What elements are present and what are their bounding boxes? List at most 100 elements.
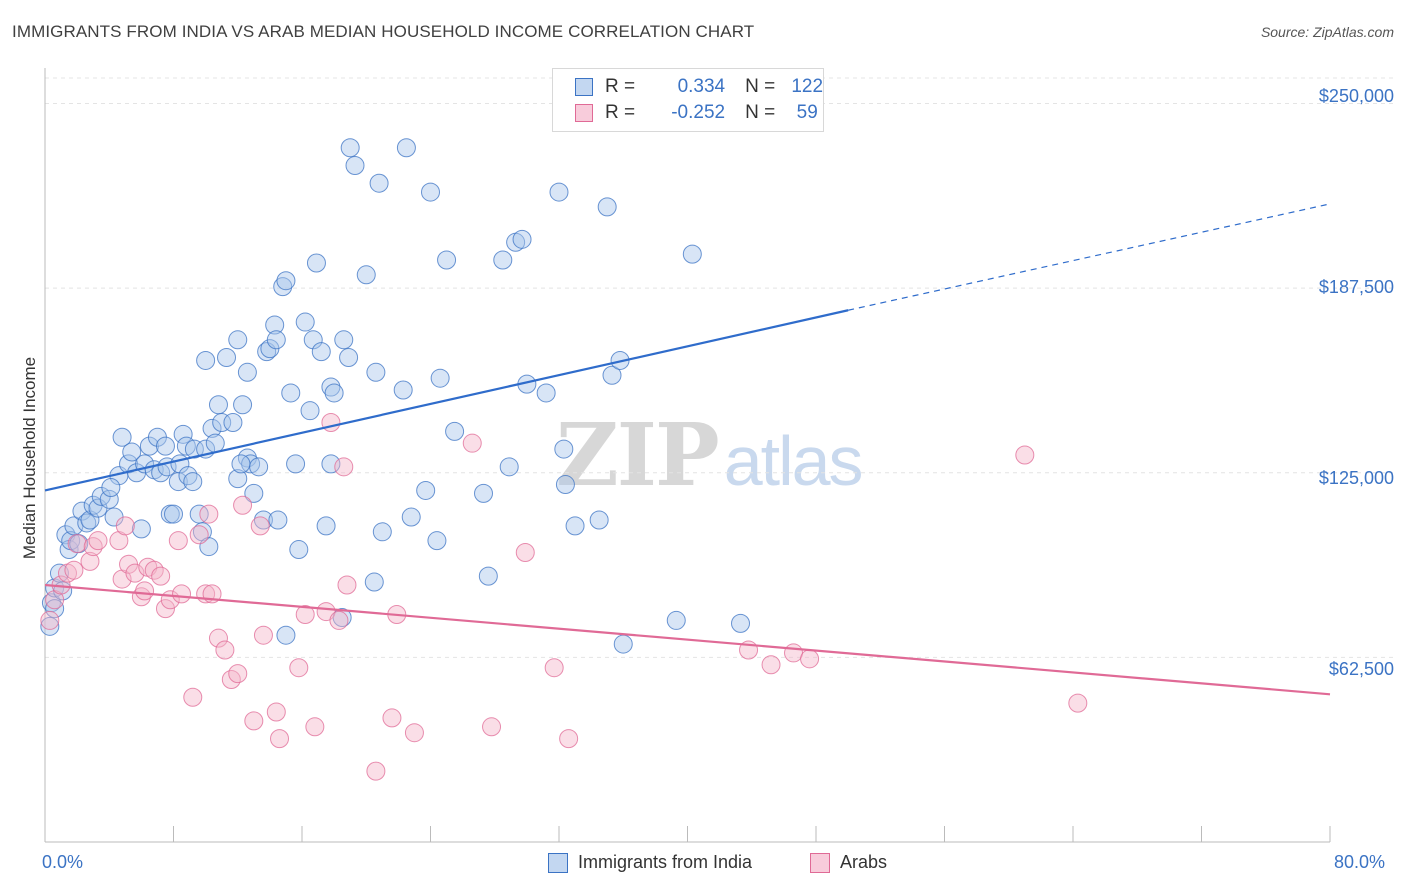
india-legend-swatch — [548, 852, 568, 873]
india-point — [311, 342, 331, 362]
arab-point — [88, 531, 108, 551]
arab-point — [1015, 445, 1035, 465]
arab-point — [382, 708, 402, 728]
india-point — [356, 265, 376, 285]
arab-point — [80, 551, 100, 571]
india-point — [281, 383, 301, 403]
arab-point — [253, 625, 273, 645]
arab-point — [366, 761, 386, 781]
india-point — [493, 250, 513, 270]
india-point — [474, 483, 494, 503]
india-point — [196, 350, 216, 370]
arab-point — [244, 711, 264, 731]
india-point — [276, 271, 296, 291]
india-point — [555, 475, 575, 495]
india-point — [393, 380, 413, 400]
n-label: N = — [745, 76, 776, 97]
india-point — [237, 362, 257, 382]
legend-label-arab: Arabs — [840, 852, 888, 872]
india-swatch — [575, 78, 593, 96]
india-point — [340, 138, 360, 158]
india-point — [554, 439, 574, 459]
arab-point — [125, 563, 145, 583]
arab-trend-line — [44, 583, 1331, 696]
india-point — [396, 138, 416, 158]
arab-point — [462, 433, 482, 453]
source-label: Source: ZipAtlas.com — [1260, 24, 1394, 40]
india-point — [266, 330, 286, 350]
india-point — [205, 433, 225, 453]
arab-swatch — [575, 104, 593, 122]
y-axis-label: Median Household Income — [20, 356, 39, 560]
chart-title: IMMIGRANTS FROM INDIA VS ARAB MEDIAN HOU… — [12, 22, 755, 41]
arab-point — [151, 566, 171, 586]
arab-point — [215, 640, 235, 660]
india-point — [183, 472, 203, 492]
india-point — [366, 362, 386, 382]
india-point — [208, 395, 228, 415]
r-label: R = — [605, 102, 636, 123]
arab-point — [329, 610, 349, 630]
arab-point — [64, 560, 84, 580]
india-point — [80, 510, 100, 530]
india-point — [321, 454, 341, 474]
legend-label-india: Immigrants from India — [578, 852, 753, 872]
watermark: ZIPatlas — [556, 405, 864, 506]
r-value: -0.252 — [671, 102, 726, 123]
legend-row-arab: R = -0.252 N = 59 — [575, 101, 829, 125]
india-point — [217, 348, 237, 368]
india-point — [155, 436, 175, 456]
arab-point — [515, 542, 535, 562]
arab-point — [289, 658, 309, 678]
india-point — [231, 454, 251, 474]
india-point — [273, 277, 293, 297]
india-point — [295, 312, 315, 332]
r-value: 0.334 — [677, 76, 726, 97]
india-point — [122, 442, 142, 462]
india-point — [364, 572, 384, 592]
india-point — [202, 418, 222, 438]
india-point — [536, 383, 556, 403]
india-point — [228, 330, 248, 350]
y-tick-label: $250,000 — [1318, 86, 1394, 106]
india-trend-line — [44, 309, 849, 492]
india-point — [499, 457, 519, 477]
india-point — [565, 516, 585, 536]
india-point — [164, 504, 183, 524]
india-point — [334, 330, 354, 350]
r-label: R = — [605, 76, 636, 97]
india-point — [249, 457, 269, 477]
india-point — [369, 173, 389, 193]
india-point — [549, 182, 569, 202]
india-point — [300, 401, 320, 421]
india-point — [682, 244, 702, 264]
india-point — [223, 413, 243, 433]
india-point — [597, 197, 617, 217]
india-point — [613, 634, 633, 654]
india-point — [265, 315, 285, 335]
arab-point — [1068, 693, 1088, 713]
india-point — [268, 510, 288, 530]
arab-point — [183, 687, 203, 707]
legend-row-india: R = 0.334 N = 122 — [575, 75, 829, 99]
arab-point — [544, 658, 564, 678]
watermark-atlas: atlas — [723, 422, 864, 500]
india-point — [276, 625, 296, 645]
india-point — [101, 477, 121, 497]
arab-point — [135, 581, 155, 601]
legend-item-arab: Arabs — [810, 852, 887, 873]
y-tick-label: $125,000 — [1318, 468, 1394, 488]
india-point — [184, 439, 204, 459]
n-value: 59 — [796, 102, 818, 123]
y-tick-label: $187,500 — [1318, 277, 1394, 297]
arab-point — [337, 575, 357, 595]
india-point — [40, 616, 60, 636]
india-point — [212, 413, 232, 433]
india-point — [339, 348, 359, 368]
india-point — [244, 483, 264, 503]
legend-item-india: Immigrants from India — [548, 852, 752, 873]
india-point — [437, 250, 457, 270]
india-point — [512, 229, 532, 249]
arab-point — [155, 599, 175, 619]
